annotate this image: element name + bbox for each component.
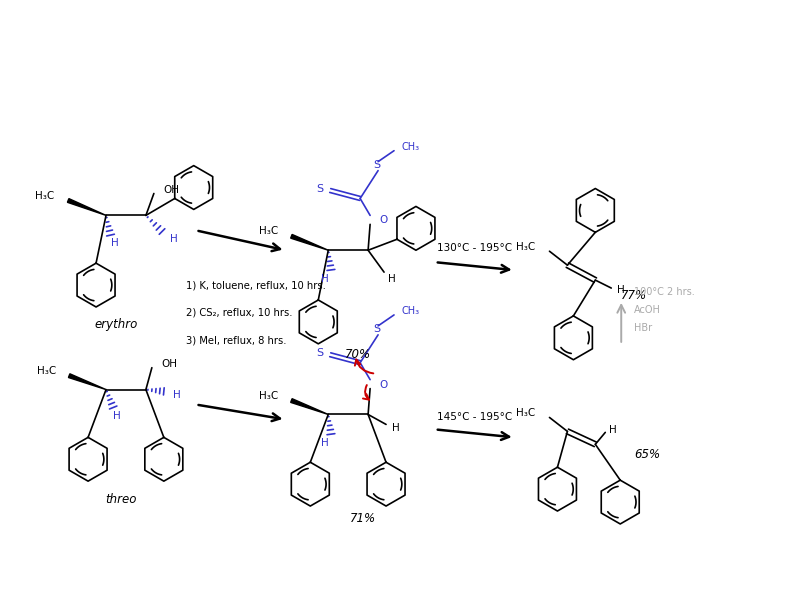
Text: 71%: 71% (350, 512, 376, 526)
Text: OH: OH (162, 359, 178, 369)
Text: H: H (322, 439, 329, 448)
Text: CH₃: CH₃ (402, 306, 420, 316)
Text: H₃C: H₃C (516, 242, 535, 252)
Text: OH: OH (164, 185, 180, 194)
Text: H: H (388, 274, 396, 284)
Text: 77%: 77% (621, 289, 647, 302)
Text: O: O (379, 215, 387, 226)
Text: 145°C - 195°C: 145°C - 195°C (437, 412, 512, 422)
Text: H: H (392, 424, 400, 433)
Text: 1) K, toluene, reflux, 10 hrs.: 1) K, toluene, reflux, 10 hrs. (186, 280, 326, 290)
Text: S: S (316, 348, 323, 358)
Text: H₃C: H₃C (516, 409, 535, 418)
Text: HBr: HBr (634, 323, 652, 333)
Polygon shape (67, 199, 106, 215)
Text: 100°C 2 hrs.: 100°C 2 hrs. (634, 287, 695, 297)
Text: H: H (113, 412, 121, 421)
Text: threo: threo (106, 493, 137, 506)
Text: H: H (322, 274, 329, 284)
Text: H: H (610, 425, 617, 436)
Text: S: S (316, 184, 323, 194)
Text: H₃C: H₃C (35, 191, 54, 202)
Text: H: H (173, 389, 181, 400)
Text: erythro: erythro (94, 319, 138, 331)
Text: H₃C: H₃C (259, 226, 278, 236)
Text: H₃C: H₃C (37, 365, 56, 376)
Polygon shape (69, 374, 106, 389)
Text: CH₃: CH₃ (402, 142, 420, 152)
Text: 65%: 65% (634, 448, 660, 461)
Polygon shape (290, 235, 328, 250)
Polygon shape (290, 398, 328, 415)
Text: H: H (170, 234, 178, 244)
Text: H: H (111, 238, 119, 248)
Text: 130°C - 195°C: 130°C - 195°C (437, 243, 512, 253)
Text: O: O (379, 380, 387, 389)
Text: 2) CS₂, reflux, 10 hrs.: 2) CS₂, reflux, 10 hrs. (186, 308, 292, 318)
Text: 70%: 70% (345, 348, 371, 361)
Text: H: H (618, 285, 625, 295)
Text: S: S (374, 160, 381, 170)
Text: S: S (374, 324, 381, 334)
Text: AcOH: AcOH (634, 305, 661, 315)
Text: 3) MeI, reflux, 8 hrs.: 3) MeI, reflux, 8 hrs. (186, 336, 286, 346)
Text: H₃C: H₃C (259, 391, 278, 401)
